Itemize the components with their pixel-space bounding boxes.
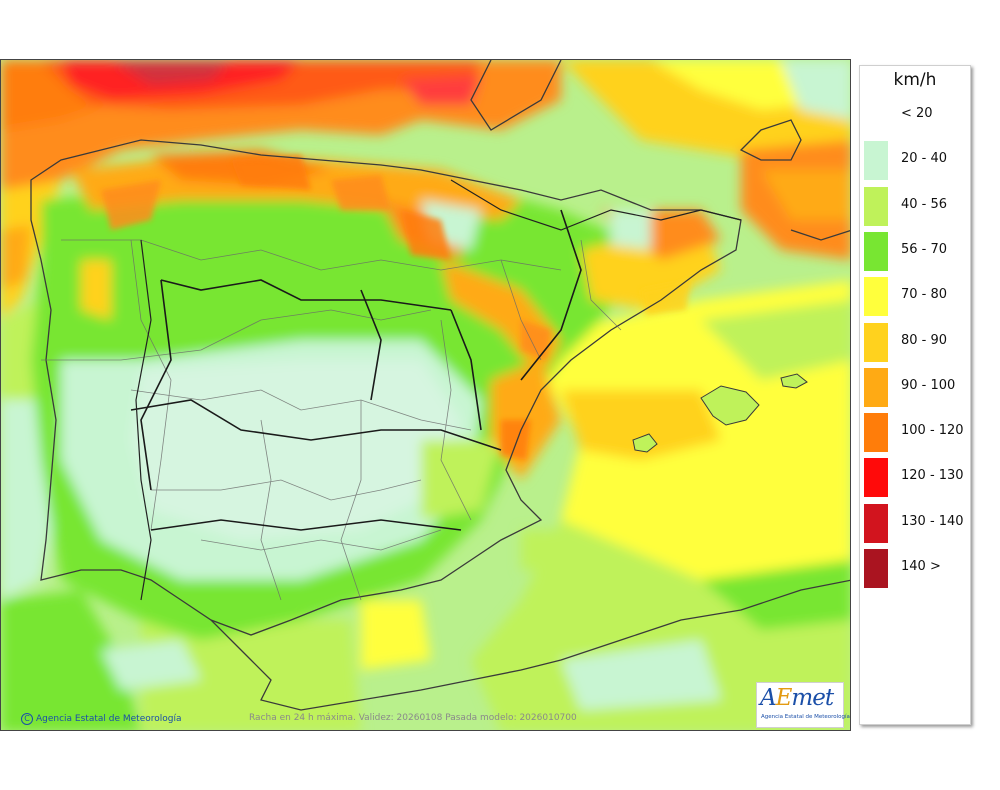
legend-item: 120 - 130 bbox=[863, 456, 967, 498]
legend-item: 80 - 90 bbox=[863, 321, 967, 363]
credit-text: Agencia Estatal de Meteorología bbox=[36, 714, 182, 724]
legend-label: 130 - 140 bbox=[901, 513, 964, 529]
national-borders bbox=[135, 179, 742, 601]
legend-swatch bbox=[864, 367, 888, 407]
legend-swatch bbox=[864, 503, 888, 543]
aemet-logo-wordmark: AEmet bbox=[760, 685, 834, 711]
legend-item: 20 - 40 bbox=[863, 139, 967, 181]
wind-legend: km/h < 20 20 - 40 40 - 56 56 - 70 70 - 80 80 … bbox=[859, 65, 971, 725]
legend-label: 100 - 120 bbox=[901, 423, 964, 439]
legend-item: 140 > bbox=[863, 547, 967, 589]
legend-item: < 20 bbox=[863, 94, 967, 136]
legend-swatch bbox=[864, 413, 888, 453]
community-borders bbox=[130, 209, 582, 531]
legend-swatch bbox=[864, 186, 888, 226]
legend-label: < 20 bbox=[901, 106, 933, 121]
legend-swatch bbox=[864, 277, 888, 317]
copyright-icon: C bbox=[21, 713, 33, 725]
legend-swatch bbox=[864, 322, 888, 362]
legend-label: 90 - 100 bbox=[901, 377, 956, 393]
balearic-islands bbox=[632, 373, 808, 453]
legend-label: 40 - 56 bbox=[901, 196, 948, 212]
legend-label: 140 > bbox=[901, 559, 941, 574]
map-caption: Racha en 24 h máxima. Validez: 20260108 … bbox=[249, 713, 577, 723]
map-canvas bbox=[1, 60, 850, 730]
legend-item: 100 - 120 bbox=[863, 411, 967, 453]
region-borders bbox=[41, 239, 622, 601]
gust-field bbox=[1, 60, 850, 730]
legend-item: 130 - 140 bbox=[863, 502, 967, 544]
legend-swatch bbox=[864, 549, 888, 588]
legend-label: 56 - 70 bbox=[901, 241, 948, 257]
legend-item: 90 - 100 bbox=[863, 366, 967, 408]
legend-item: 70 - 80 bbox=[863, 275, 967, 317]
legend-swatch bbox=[864, 458, 888, 498]
legend-label: 120 - 130 bbox=[901, 468, 964, 484]
relief-streaks bbox=[101, 155, 691, 460]
legend-item: 56 - 70 bbox=[863, 230, 967, 272]
legend-label: 70 - 80 bbox=[901, 287, 948, 303]
copyright-credit: C Agencia Estatal de Meteorología bbox=[21, 713, 182, 725]
legend-item: 40 - 56 bbox=[863, 185, 967, 227]
aemet-logo: AEmet Agencia Estatal de Meteorología bbox=[756, 682, 850, 728]
legend-label: 20 - 40 bbox=[901, 151, 948, 167]
legend-title: km/h bbox=[893, 70, 937, 90]
wind-gust-map: C Agencia Estatal de Meteorología Racha e… bbox=[0, 59, 851, 731]
coastlines bbox=[30, 60, 850, 711]
legend-swatch bbox=[864, 141, 888, 181]
legend-label: 80 - 90 bbox=[901, 332, 948, 348]
aemet-logo-subtitle: Agencia Estatal de Meteorología bbox=[761, 714, 850, 720]
legend-swatch bbox=[864, 231, 888, 271]
